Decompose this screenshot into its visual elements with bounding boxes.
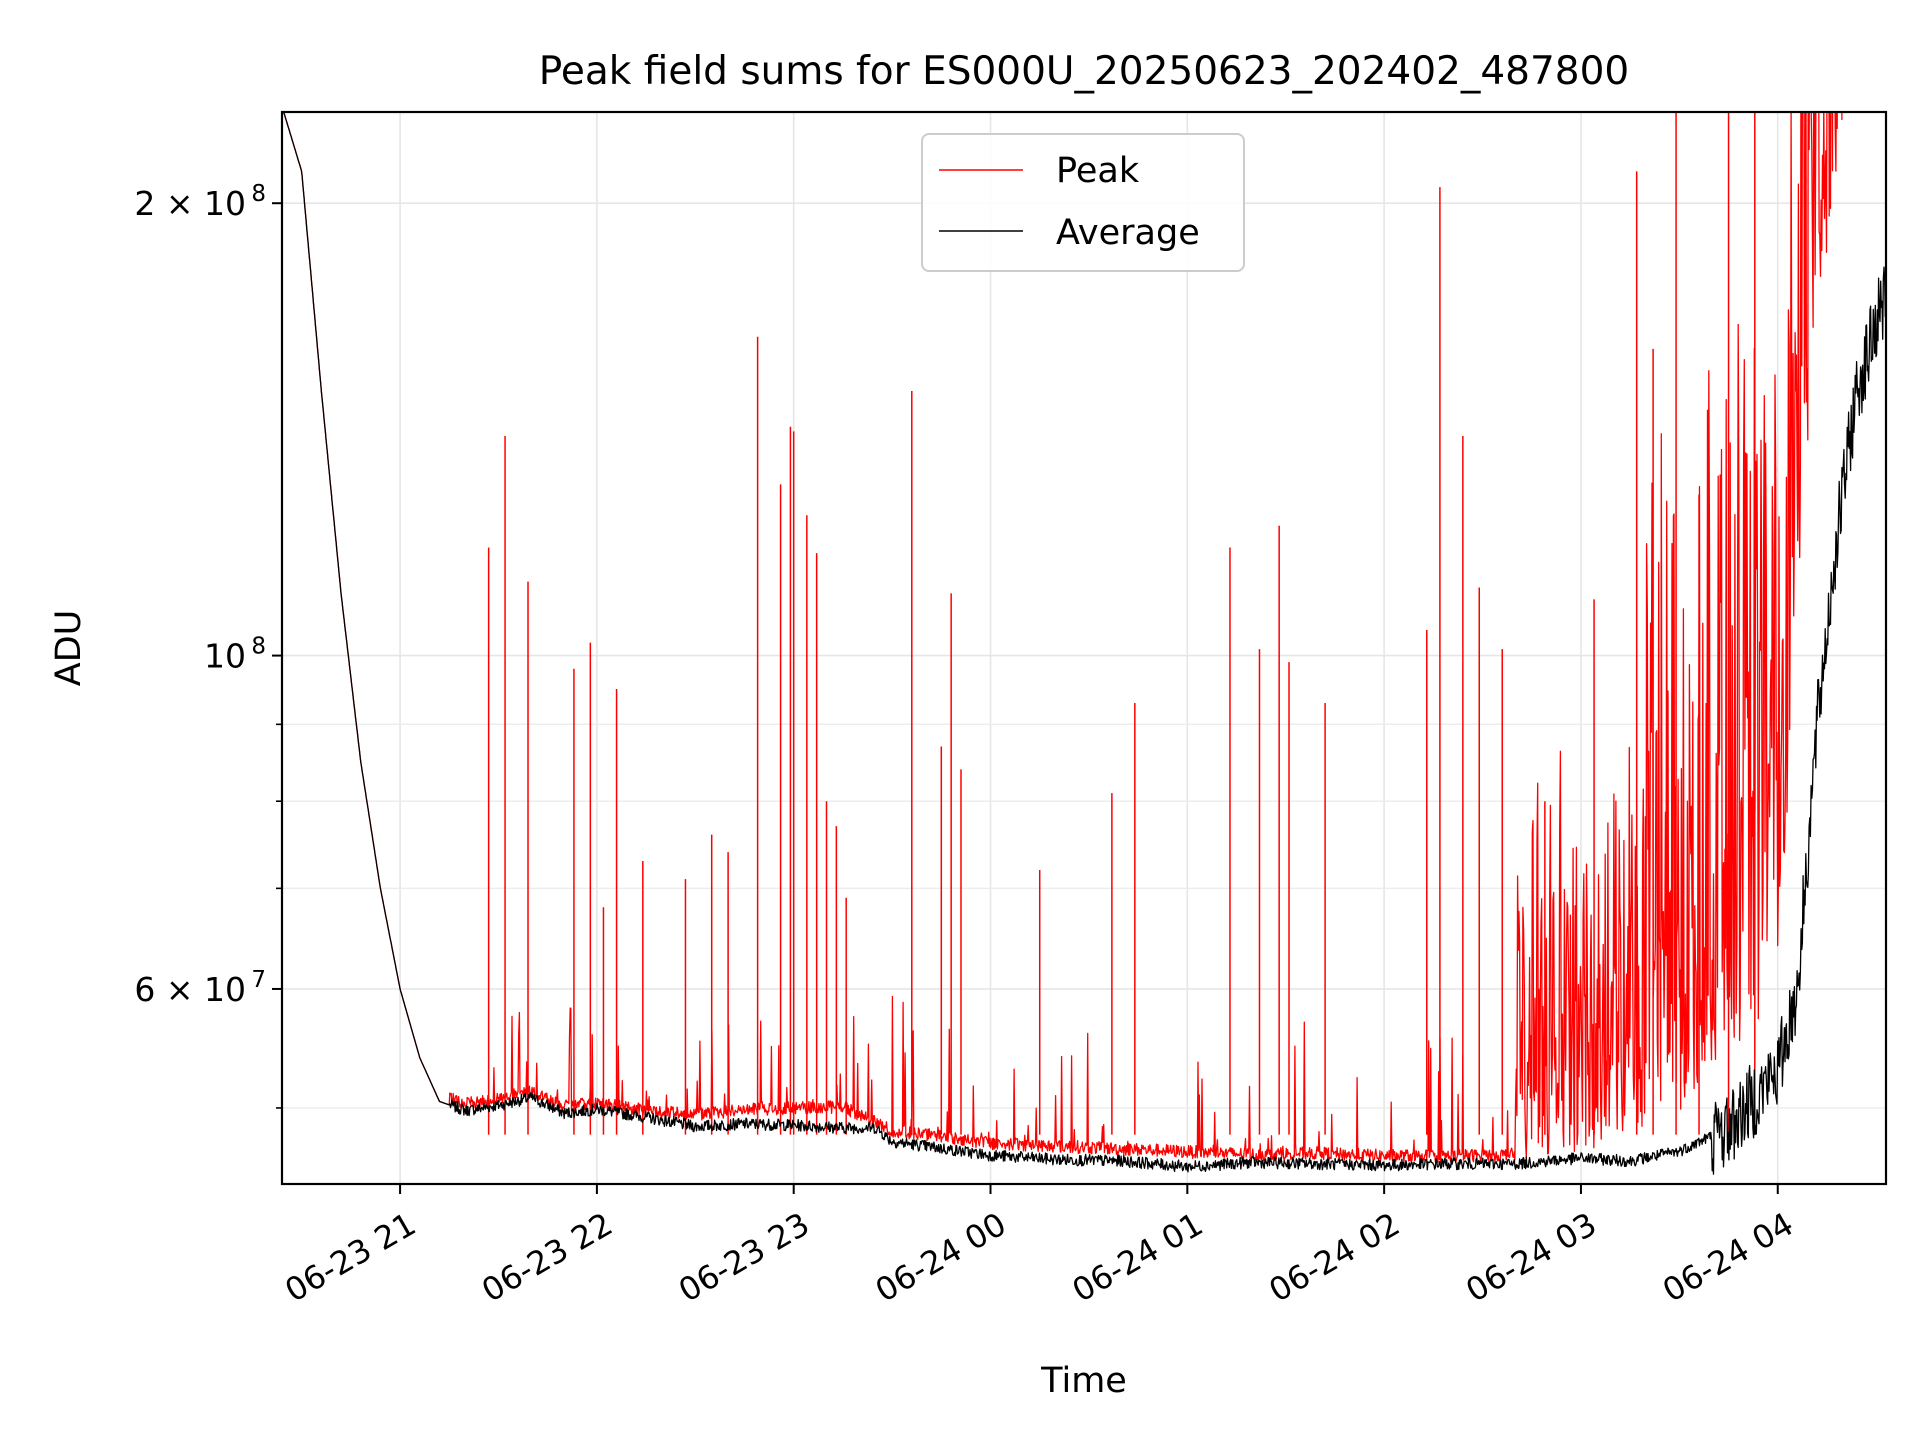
peak-line	[282, 112, 1843, 1163]
y-axis: 6 × 10 710 82 × 10 8	[134, 181, 282, 1109]
y-tick-label: 2 × 10	[134, 184, 246, 223]
x-tick-label: 06-24 02	[1263, 1205, 1407, 1310]
chart-title: Peak field sums for ES000U_20250623_2024…	[539, 49, 1629, 94]
x-axis: 06-23 21 06-23 22 06-23 23 06-24 00 06-24 01…	[278, 1184, 1800, 1310]
average-line	[282, 112, 1886, 1175]
legend-box	[921, 133, 1245, 272]
y-tick-exponent: 8	[251, 634, 266, 660]
y-tick-exponent: 7	[251, 967, 266, 993]
x-tick-label: 06-23 23	[672, 1205, 816, 1310]
y-tick-label: 10	[204, 637, 246, 676]
x-tick-label: 06-24 00	[869, 1205, 1013, 1310]
average-series	[282, 112, 1886, 1175]
x-tick-label: 06-23 22	[475, 1205, 619, 1310]
y-tick-label: 6 × 10	[134, 970, 246, 1009]
y-tick-exponent: 8	[251, 181, 266, 207]
y-axis-label: ADU	[49, 610, 89, 687]
x-tick-label: 06-24 04	[1656, 1205, 1800, 1310]
x-axis-label: Time	[1040, 1361, 1127, 1401]
legend-peak-label: Peak	[1056, 151, 1140, 191]
legend: Peak Average	[921, 133, 1245, 272]
x-tick-label: 06-24 03	[1459, 1205, 1603, 1310]
plot-frame	[280, 110, 1888, 1186]
x-tick-label: 06-24 01	[1066, 1205, 1210, 1310]
x-tick-label: 06-23 21	[278, 1205, 422, 1310]
peak-series	[282, 112, 1843, 1163]
legend-average-label: Average	[1056, 213, 1200, 253]
